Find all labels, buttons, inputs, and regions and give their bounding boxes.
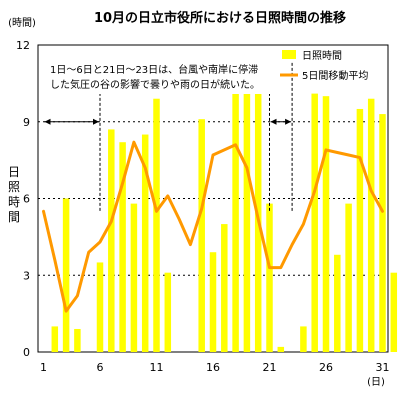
bar xyxy=(311,93,318,352)
bar xyxy=(334,254,341,352)
annotation-line-1: 1日～6日と21日～23日は、台風や南岸に停滞 xyxy=(50,63,258,76)
bar xyxy=(367,98,375,352)
y-tick-label: 0 xyxy=(23,346,30,359)
bar xyxy=(130,203,138,352)
bar xyxy=(153,98,160,352)
bar xyxy=(356,108,364,352)
bar xyxy=(390,272,398,352)
moving-average-line xyxy=(42,140,384,313)
legend-line-label: 5日間移動平均 xyxy=(302,69,368,82)
bar xyxy=(74,328,81,352)
y-tick-label: 6 xyxy=(23,193,30,206)
bar xyxy=(345,203,352,352)
bar xyxy=(379,114,386,352)
bar xyxy=(232,93,239,352)
range-arrow-head-left xyxy=(270,118,277,125)
range-arrow-head-right xyxy=(93,118,99,125)
bar xyxy=(209,252,217,352)
y-axis-unit: (時間) xyxy=(8,17,36,29)
bar xyxy=(96,262,104,352)
bar xyxy=(108,129,115,352)
line-series xyxy=(42,140,384,313)
annotation: 1日～6日と21日～23日は、台風や南岸に停滞 した気圧の谷の影響で曇りや雨の日… xyxy=(46,60,276,94)
x-tick-label: 31 xyxy=(376,361,390,374)
bar xyxy=(221,224,228,352)
bar xyxy=(198,119,205,352)
y-axis-label: 日照時間 xyxy=(8,165,20,224)
bar xyxy=(322,96,330,353)
annotation-background xyxy=(46,60,276,94)
range-arrow-head-left xyxy=(44,118,51,125)
x-tick-label: 21 xyxy=(263,361,277,374)
bar xyxy=(62,198,70,352)
range-arrow-head-right xyxy=(285,118,292,125)
x-tick-label: 16 xyxy=(206,361,220,374)
x-tick-label: 1 xyxy=(40,361,47,374)
y-tick-label: 12 xyxy=(16,39,30,52)
bar xyxy=(243,91,251,353)
bar xyxy=(51,326,59,352)
y-tick-label: 9 xyxy=(23,116,30,129)
bar xyxy=(300,326,307,352)
x-tick-label: 6 xyxy=(97,361,104,374)
highlight-ranges xyxy=(44,62,293,212)
y-tick-label: 3 xyxy=(23,269,30,282)
annotation-line-2: した気圧の谷の影響で曇りや雨の日が続いた。 xyxy=(50,78,260,91)
chart-title: 10月の日立市役所における日照時間の推移 xyxy=(94,10,346,26)
x-tick-label: 11 xyxy=(150,361,164,374)
bar xyxy=(164,272,172,352)
bar-series xyxy=(51,91,398,353)
legend-bar-swatch xyxy=(282,50,296,59)
y-tick-labels: 0 3 6 9 12 xyxy=(16,39,30,359)
x-axis-unit: (日) xyxy=(367,377,385,388)
bar xyxy=(141,134,149,352)
bar xyxy=(266,203,273,352)
x-tick-labels: 1 6 11 16 21 26 31 xyxy=(40,361,390,374)
bar xyxy=(119,142,126,352)
x-tick-label: 26 xyxy=(319,361,333,374)
bar xyxy=(277,346,285,352)
legend: 日照時間 5日間移動平均 xyxy=(280,50,368,82)
legend-bar-label: 日照時間 xyxy=(302,50,342,62)
